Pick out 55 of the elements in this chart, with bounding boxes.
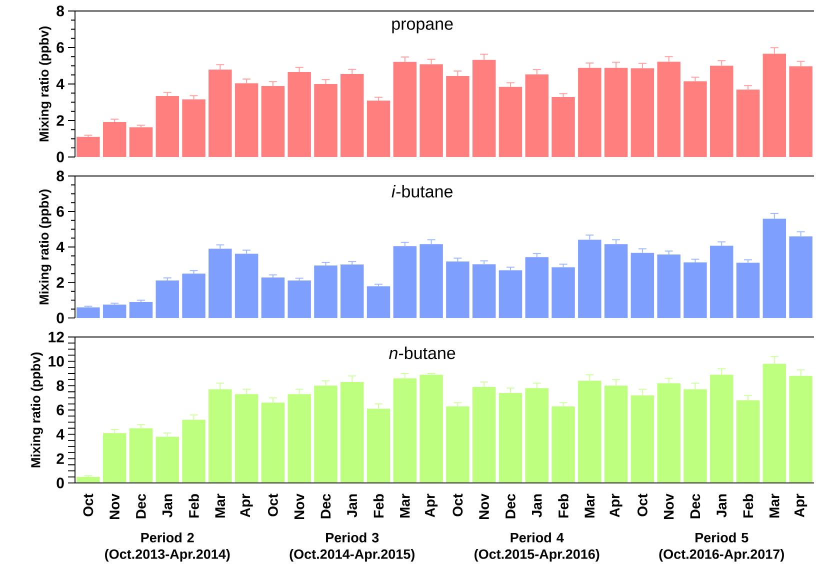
y-tick-label: 2 [56, 115, 64, 126]
x-tick-label: Mar [215, 494, 226, 518]
text: Period 4 (Oct.2015-Apr.2016) [474, 532, 600, 562]
x-tick-label: Oct [268, 494, 278, 516]
x-tick-label: Feb [742, 494, 754, 518]
x-tick-label: Jan [162, 494, 172, 518]
x-tick-label: Feb [558, 494, 568, 518]
y-tick-label: 4 [56, 429, 64, 440]
x-tick-label: Dec [690, 494, 700, 518]
x-tick-label: Feb [188, 494, 199, 518]
y-tick-label: 4 [56, 78, 64, 90]
x-tick-label: Jan [716, 494, 727, 518]
x-tick-label: Nov [664, 494, 674, 520]
x-tick-label: Dec [320, 494, 331, 518]
y-tick-label: 2 [56, 453, 64, 464]
x-tick-label: Feb [373, 494, 384, 518]
y-tick-label: 6 [56, 404, 64, 416]
y-tick-label: 12 [48, 332, 64, 342]
y-tick-label: 0 [56, 478, 64, 488]
x-tick-label: Apr [610, 494, 622, 518]
x-tick-label: Mar [400, 494, 410, 518]
y-tick-label: 0 [56, 312, 64, 324]
x-tick-label: Mar [770, 494, 780, 518]
y-tick-label: 10 [48, 356, 64, 367]
chart-title: i-butane [392, 185, 452, 198]
chart-title: propane [392, 20, 453, 34]
x-tick-label: Jan [347, 494, 358, 518]
y-tick-label: 6 [56, 42, 64, 53]
y-tick-label: 6 [56, 206, 64, 217]
y-tick-label: 8 [56, 170, 64, 182]
x-tick-label: Dec [506, 494, 516, 518]
y-tick-label: 2 [56, 277, 64, 288]
x-tick-label: Nov [110, 494, 120, 520]
x-tick-label: Nov [294, 494, 304, 520]
y-axis-title: Mixing ratio (ppbv) [39, 190, 52, 304]
x-tick-label: Oct [83, 494, 94, 516]
chart-title: n-butane [389, 346, 456, 360]
y-axis-title: Mixing ratio (ppbv) [39, 26, 52, 142]
text: Period 3 (Oct.2014-Apr.2015) [290, 532, 414, 562]
x-tick-label: Oct [637, 494, 648, 516]
y-tick-label: 4 [56, 242, 64, 252]
y-axis-title: Mixing ratio (ppbv) [30, 352, 43, 468]
x-tick-label: Dec [136, 494, 146, 518]
y-tick-label: 8 [56, 380, 64, 391]
x-tick-label: Nov [479, 494, 489, 520]
x-tick-label: Oct [452, 494, 463, 516]
x-tick-label: Apr [240, 494, 253, 518]
text: Period 2 (Oct.2013-Apr.2014) [105, 532, 230, 562]
x-tick-label: Apr [425, 494, 438, 518]
x-tick-label: Mar [584, 494, 595, 518]
x-tick-label: Jan [532, 494, 542, 518]
text: Period 5 (Oct.2016-Apr.2017) [659, 532, 784, 562]
y-tick-label: 0 [56, 152, 64, 162]
x-tick-label: Apr [794, 494, 808, 518]
y-tick-label: 8 [56, 6, 64, 16]
